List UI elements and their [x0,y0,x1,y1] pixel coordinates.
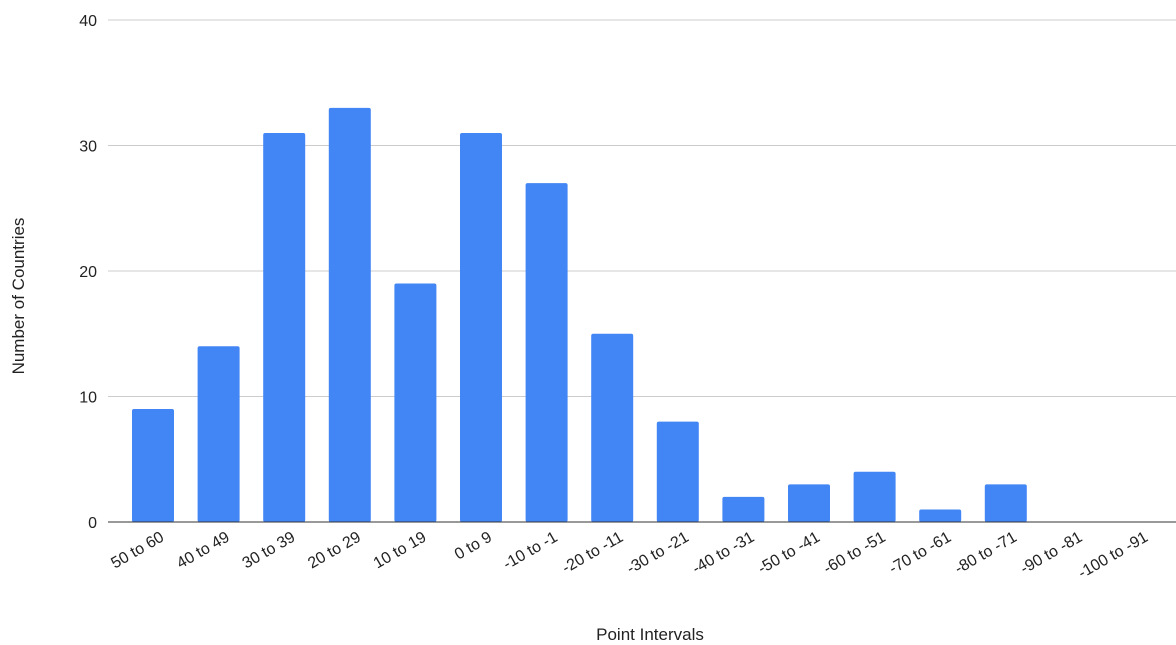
y-tick-label: 40 [79,13,97,30]
x-tick-labels: 50 to 60 40 to 49 30 to 39 20 to 29 10 to 19… [108,529,1151,582]
bar [132,409,174,522]
x-tick-label: -30 to -21 [624,529,692,578]
y-axis-title: Number of Countries [9,218,28,375]
x-tick-label: -80 to -71 [952,529,1020,578]
bar [656,421,699,522]
bar [460,132,502,522]
x-tick-label: 30 to 39 [240,529,299,573]
x-tick-label: 40 to 49 [174,529,233,573]
bars [132,107,1027,522]
bar [394,283,437,522]
x-tick-label: 10 to 19 [371,529,430,573]
y-tick-label: 10 [79,390,97,407]
bar [722,496,765,522]
x-tick-label: -40 to -31 [690,529,758,578]
bar [919,509,962,522]
y-tick-label: 0 [88,515,97,532]
x-tick-label: -100 to -91 [1075,529,1151,582]
bar [788,484,830,522]
x-axis-title: Point Intervals [596,625,704,644]
bar [525,183,568,522]
bar [328,107,371,522]
bar [197,346,240,522]
y-tick-label: 30 [79,139,97,156]
y-tick-labels: 0 10 20 30 40 [79,13,97,532]
x-tick-label: 20 to 29 [305,529,364,573]
bar [853,471,896,522]
x-tick-label: -10 to -1 [500,529,560,574]
x-tick-label: -60 to -51 [821,529,889,578]
x-tick-label: 0 to 9 [452,529,495,564]
x-tick-label: -20 to -11 [559,529,626,577]
bar [984,484,1027,522]
bar [263,132,306,522]
x-tick-label: -90 to -81 [1018,529,1086,578]
x-tick-label: -50 to -41 [755,529,823,578]
x-tick-label: -70 to -61 [886,529,954,578]
x-tick-label: 50 to 60 [108,529,167,573]
y-tick-label: 20 [79,264,97,281]
bar [591,333,634,522]
